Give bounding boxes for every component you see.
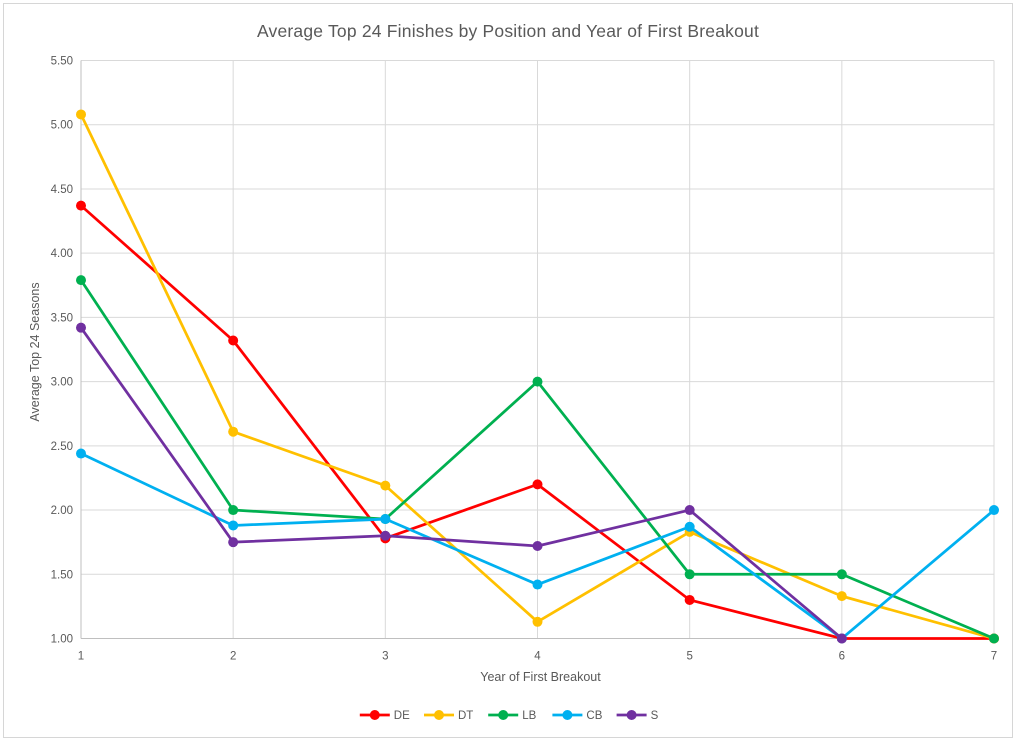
legend-item-LB: LB [488, 710, 537, 722]
y-tick-label: 4.00 [51, 248, 73, 260]
series-marker-DT [228, 426, 239, 437]
series-marker-S [380, 530, 391, 541]
series-marker-LB [684, 569, 695, 580]
y-tick-label: 2.50 [51, 441, 73, 453]
series-marker-DE [684, 594, 695, 605]
y-tick-label: 2.00 [51, 505, 73, 517]
x-tick-label: 3 [382, 651, 388, 663]
legend-label-CB: CB [586, 710, 602, 722]
legend-item-DT: DT [424, 710, 473, 722]
legend-marker-S [626, 710, 637, 720]
series-marker-S [684, 505, 695, 516]
series-marker-DT [532, 616, 543, 627]
series-marker-CB [76, 448, 86, 459]
legend-marker-CB [562, 710, 573, 720]
series-marker-DT [76, 109, 86, 120]
y-tick-label: 5.00 [51, 120, 73, 132]
chart-frame: Average Top 24 Finishes by Position and … [3, 3, 1013, 738]
series-S [76, 322, 847, 644]
legend-marker-LB [498, 710, 509, 720]
series-marker-LB [989, 633, 999, 644]
series-marker-CB [380, 514, 391, 525]
y-tick-label: 3.50 [51, 312, 73, 324]
series-marker-CB [228, 520, 239, 531]
x-tick-label: 4 [534, 651, 541, 663]
series-marker-S [76, 322, 86, 333]
legend-item-CB: CB [552, 710, 603, 722]
series-marker-LB [228, 505, 239, 516]
series-marker-DT [380, 480, 391, 491]
y-tick-label: 3.00 [51, 377, 73, 389]
y-tick-label: 5.50 [51, 56, 73, 68]
y-tick-label: 1.50 [51, 569, 73, 581]
series-marker-DE [532, 479, 543, 490]
series-marker-LB [76, 275, 86, 286]
y-tick-label: 4.50 [51, 184, 73, 196]
series-marker-S [836, 633, 847, 644]
series-marker-LB [836, 569, 847, 580]
series-marker-CB [989, 505, 999, 516]
series-line-S [79, 326, 844, 640]
x-tick-label: 1 [78, 651, 84, 663]
series-marker-CB [684, 521, 695, 532]
x-tick-label: 5 [686, 651, 692, 663]
legend-label-DE: DE [394, 710, 410, 722]
series-marker-DE [228, 335, 239, 346]
legend-label-LB: LB [522, 710, 536, 722]
legend-item-S: S [616, 710, 659, 722]
x-tick-label: 6 [839, 651, 845, 663]
legend-marker-DE [369, 710, 380, 720]
legend-label-DT: DT [458, 710, 473, 722]
legend-marker-DT [434, 710, 444, 720]
legend-item-DE: DE [359, 710, 410, 722]
chart-title: Average Top 24 Finishes by Position and … [256, 21, 760, 41]
series-marker-S [228, 537, 239, 548]
x-tick-label: 7 [991, 651, 997, 663]
series-marker-S [532, 541, 543, 552]
x-tick-label: 2 [230, 651, 236, 663]
series-marker-CB [532, 579, 543, 590]
y-tick-label: 1.00 [51, 634, 73, 646]
line-chart-plot: 1.00 1.50 2.00 2.50 3.00 3.50 4.00 4.50 5.00 5.50… [51, 56, 999, 722]
series-marker-DE [76, 200, 86, 211]
x-axis-title: Year of First Breakout [480, 670, 601, 684]
legend: DE DT LB CB S [359, 710, 659, 722]
series-marker-LB [532, 376, 543, 387]
legend-label-S: S [651, 710, 659, 722]
series-marker-DT [836, 591, 847, 602]
